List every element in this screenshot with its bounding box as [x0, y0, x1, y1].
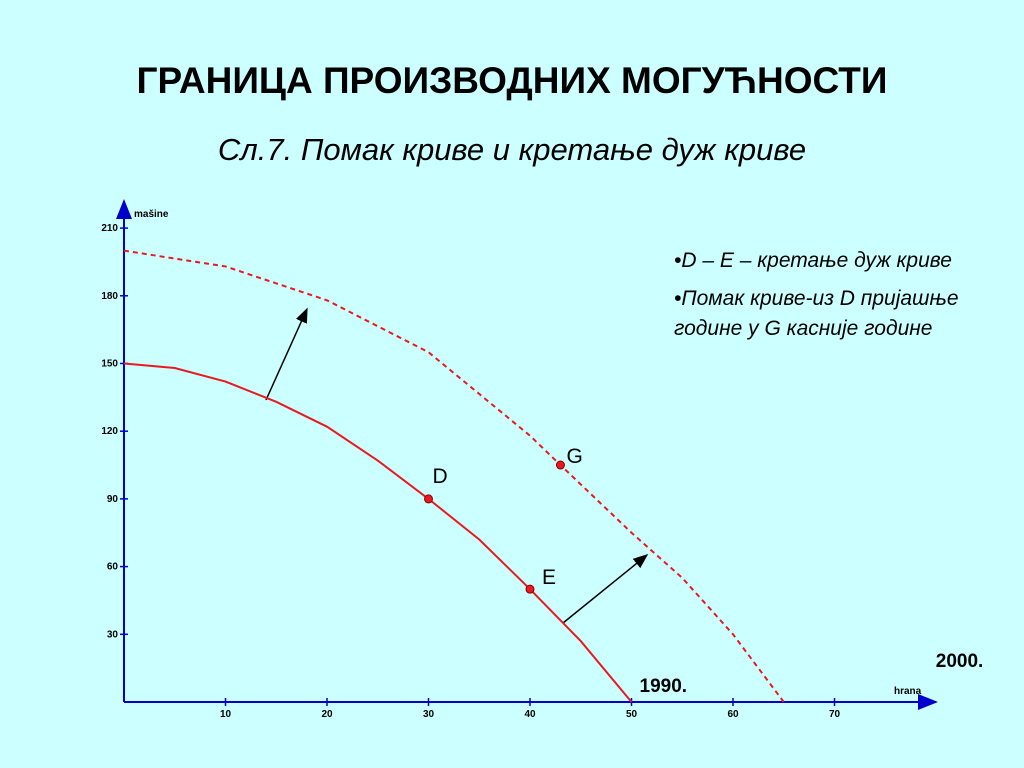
notes: •D – E – кретање дуж криве •Помак криве-… [674, 246, 974, 352]
subtitle: Сл.7. Помак криве и кретање дуж криве [217, 132, 807, 167]
point-label: G [566, 445, 582, 468]
y-tick-label: 120 [101, 426, 118, 437]
point [424, 494, 433, 504]
x-tick-label: 20 [321, 709, 333, 720]
curve [123, 249, 785, 703]
y-axis-label: mašine [134, 209, 169, 220]
shift-arrow [265, 307, 308, 401]
curve-label: 2000. [936, 651, 984, 672]
x-tick-label: 70 [829, 709, 841, 720]
curve [123, 362, 633, 703]
shift-arrow [562, 554, 649, 624]
title: ГРАНИЦА ПРОИЗВОДНИХ МОГУЋНОСТИ [136, 60, 888, 101]
x-axis-label: hrana [894, 686, 922, 697]
y-tick-label: 210 [101, 223, 118, 234]
point-label: D [433, 465, 448, 488]
y-tick-label: 90 [107, 494, 119, 505]
point [555, 460, 565, 470]
x-tick-label: 10 [220, 709, 232, 720]
x-tick-label: 60 [727, 709, 739, 720]
x-tick-label: 30 [423, 709, 435, 720]
x-tick-label: 40 [524, 709, 536, 720]
note: •D – E – кретање дуж криве [674, 249, 952, 272]
curve-label: 1990. [640, 676, 688, 697]
note: •Помак криве-из D пријашње године у G ка… [674, 287, 959, 340]
x-tick-label: 50 [626, 709, 638, 720]
y-tick-label: 180 [101, 291, 118, 302]
y-tick-label: 150 [101, 358, 118, 369]
point [525, 584, 535, 594]
y-tick-label: 60 [107, 562, 119, 573]
point-label: E [542, 566, 556, 589]
y-tick-label: 30 [107, 629, 119, 640]
